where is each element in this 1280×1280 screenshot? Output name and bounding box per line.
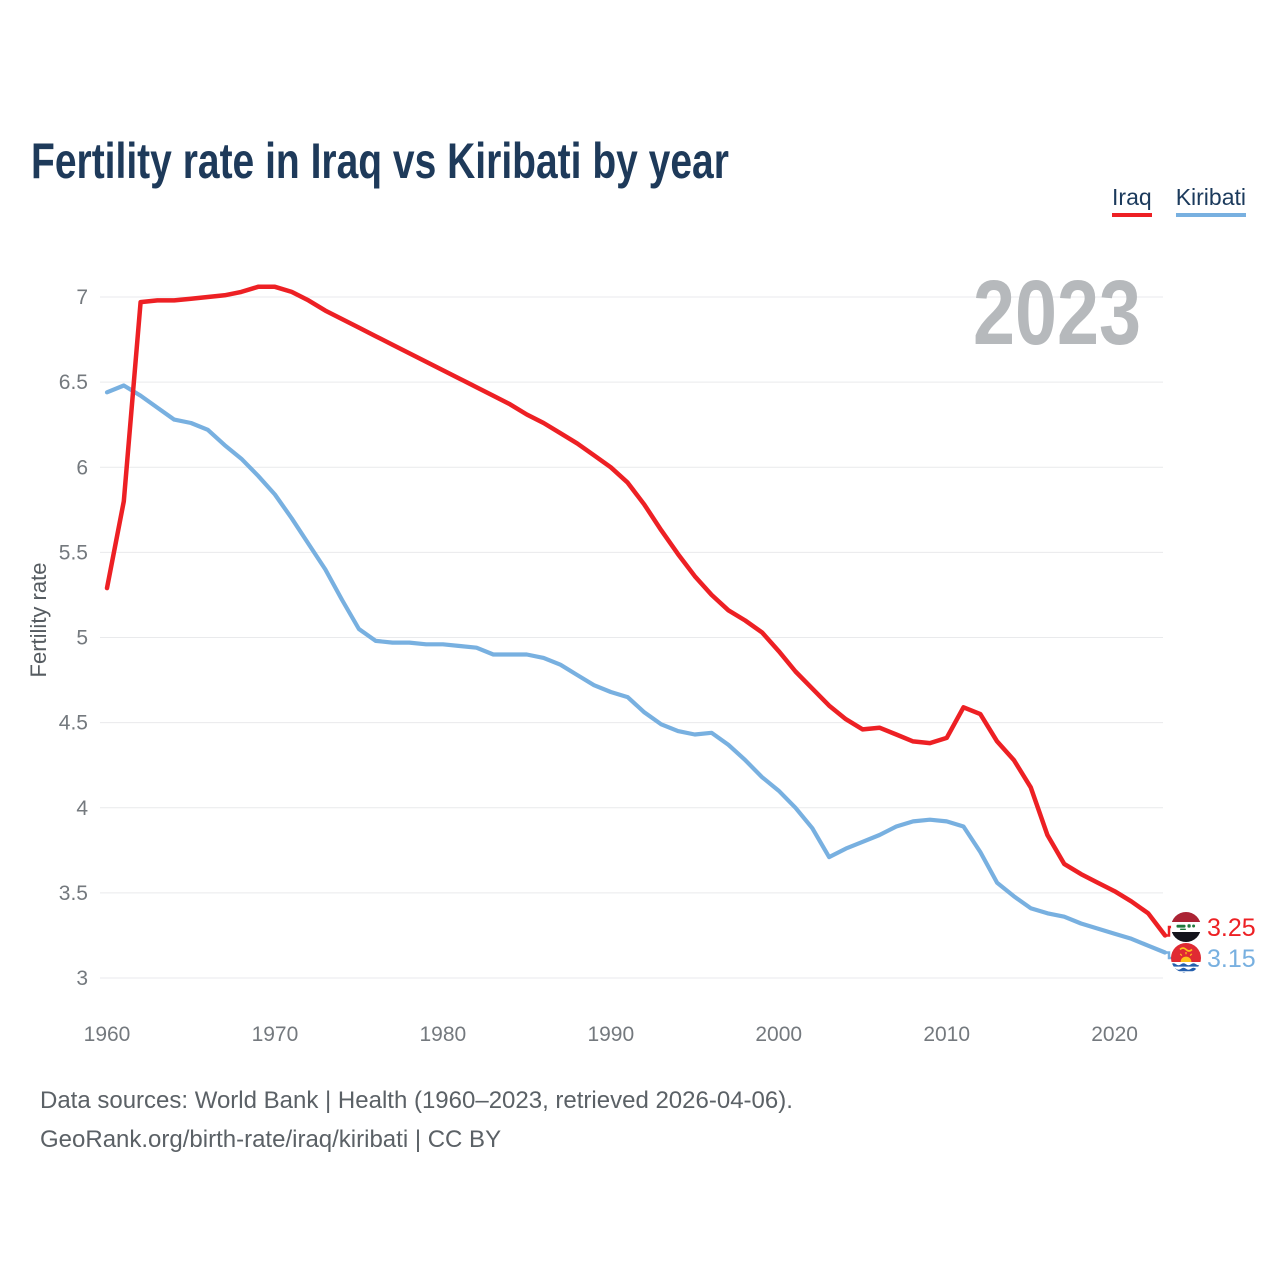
footer-attribution-line: GeoRank.org/birth-rate/iraq/kiribati | C…	[40, 1126, 502, 1153]
legend-item-kiribati[interactable]: Kiribati	[1175, 184, 1246, 218]
footer: Data sources: World Bank | Health (1960–…	[40, 1081, 793, 1159]
x-tick-1990: 1990	[587, 1023, 634, 1046]
footer-sources-line: Data sources: World Bank | Health (1960–…	[40, 1087, 793, 1114]
series-line-kiribati[interactable]	[104, 383, 1168, 955]
watermark-year: 2023	[973, 262, 1141, 364]
y-tick-3.5: 3.5	[59, 882, 88, 905]
kiribati-end-connector	[1165, 951, 1172, 960]
x-tick-1980: 1980	[420, 1023, 467, 1046]
x-tick-2010: 2010	[923, 1023, 970, 1046]
x-tick-2020: 2020	[1091, 1023, 1138, 1046]
y-tick-6.5: 6.5	[59, 371, 88, 394]
kiribati-end-value-label: 3.15	[1207, 945, 1256, 973]
x-tick-2000: 2000	[755, 1023, 802, 1046]
gridlines	[100, 296, 1163, 979]
legend-label-iraq: Iraq	[1112, 184, 1152, 210]
y-tick-5: 5	[76, 627, 88, 650]
y-tick-3: 3	[76, 967, 88, 990]
y-tick-7: 7	[76, 286, 88, 309]
y-tick-5.5: 5.5	[59, 541, 88, 564]
x-tick-1960: 1960	[84, 1023, 131, 1046]
y-tick-6: 6	[76, 456, 88, 479]
legend-label-kiribati: Kiribati	[1175, 184, 1246, 210]
legend-item-iraq[interactable]: Iraq	[1112, 184, 1152, 218]
y-tick-4.5: 4.5	[59, 712, 88, 735]
x-axis-tick-labels: 1960 1970 1980 1990 2000 2010 2020	[84, 1023, 1138, 1046]
series-line-iraq[interactable]	[104, 284, 1168, 938]
iraq-end-value-label: 3.25	[1207, 914, 1256, 942]
y-axis-title: Fertility rate	[26, 563, 51, 678]
kiribati-flag-icon	[1171, 943, 1201, 973]
x-tick-1970: 1970	[252, 1023, 299, 1046]
iraq-flag-icon	[1171, 912, 1201, 942]
y-axis-tick-labels: 3 3.5 4 4.5 5 5.5 6 6.5 7	[59, 286, 89, 990]
legend: Iraq Kiribati	[1112, 184, 1246, 218]
page-title: Fertility rate in Iraq vs Kiribati by ye…	[31, 132, 729, 189]
series-paths	[104, 284, 1168, 955]
iraq-end-connector	[1165, 925, 1172, 937]
y-tick-4: 4	[76, 797, 88, 820]
